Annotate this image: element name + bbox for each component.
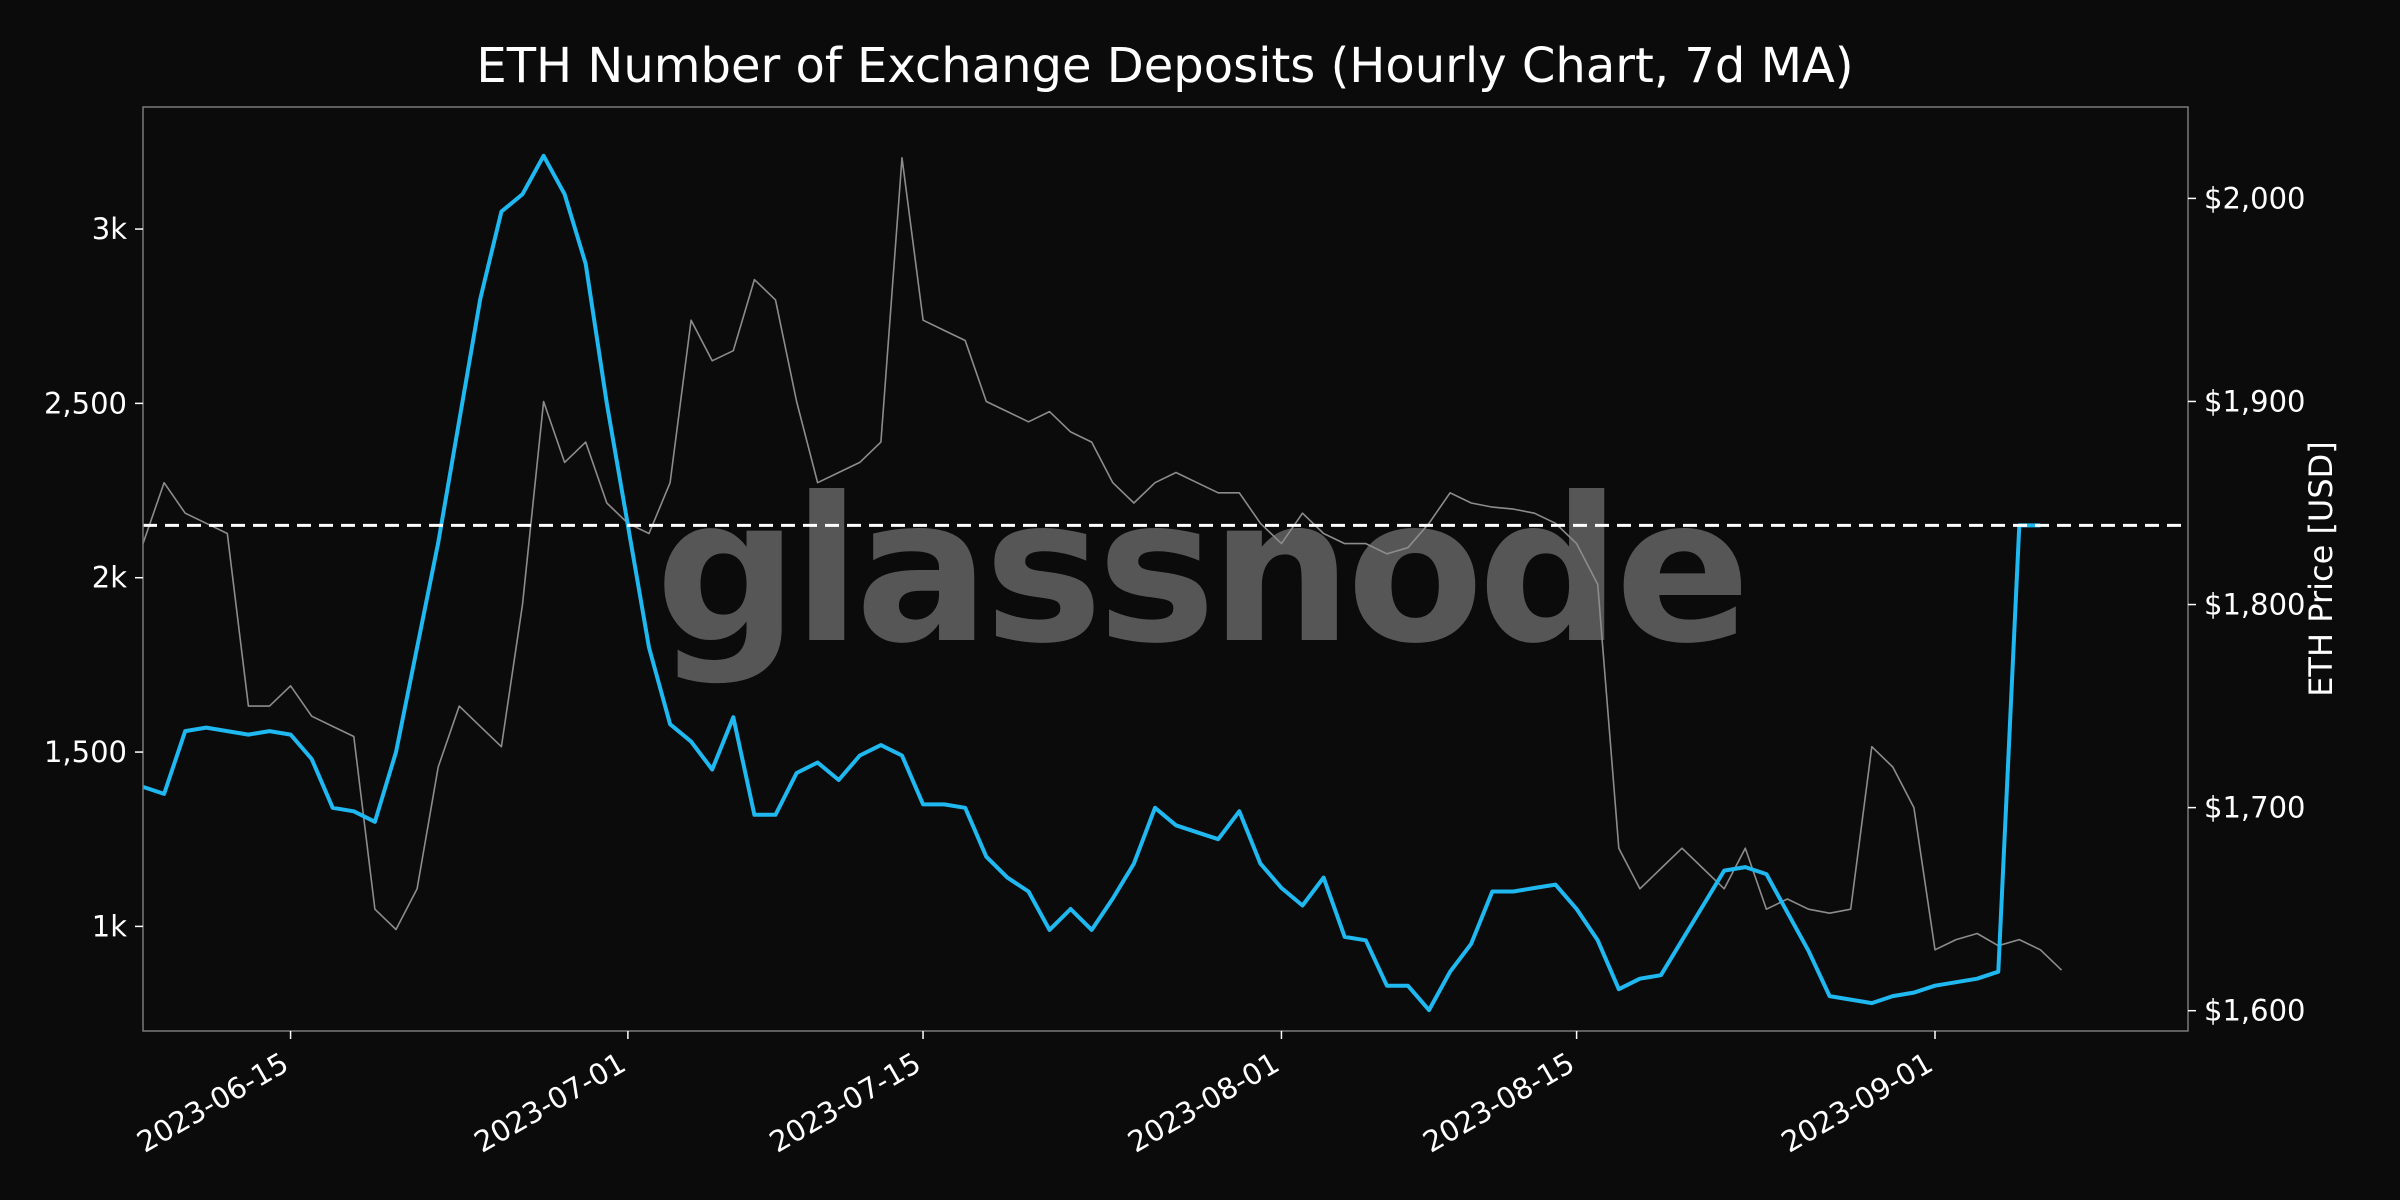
left-tick-label: 1,500 <box>44 735 127 769</box>
deposits-line <box>142 153 2041 1013</box>
price-series <box>142 157 2063 971</box>
right-tick-label: $1,800 <box>2204 588 2305 622</box>
right-tick-label: $2,000 <box>2204 181 2305 215</box>
right-axis: $1,600 $1,700 $1,800 $1,900 $2,000 <box>2188 181 2305 1028</box>
left-tick-label: 3k <box>92 212 127 246</box>
right-tick-label: $1,700 <box>2204 791 2305 825</box>
right-tick-label: $1,900 <box>2204 384 2305 418</box>
left-tick-label: 2k <box>92 561 127 595</box>
right-tick-label: $1,600 <box>2204 994 2305 1028</box>
left-tick-label: 1k <box>92 909 127 943</box>
left-tick-label: 2,500 <box>44 386 127 420</box>
right-axis-label: ETH Price [USD] <box>2302 441 2340 697</box>
price-line <box>142 157 2063 971</box>
watermark: glassnode <box>655 455 1744 688</box>
deposits-series <box>142 153 2041 1013</box>
plot-frame <box>142 106 2189 1032</box>
chart-title: ETH Number of Exchange Deposits (Hourly … <box>476 38 1853 94</box>
left-axis: 1k 1,500 2k 2,500 3k <box>44 212 143 943</box>
